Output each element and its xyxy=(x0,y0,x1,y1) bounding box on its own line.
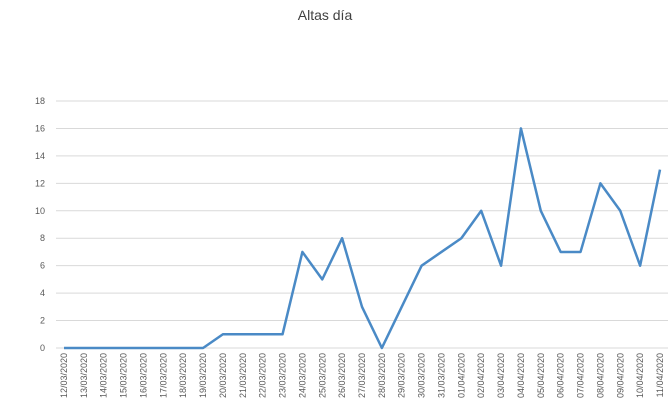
x-tick-label: 24/03/2020 xyxy=(297,353,307,398)
x-tick-label: 01/04/2020 xyxy=(456,353,466,398)
y-tick-label: 2 xyxy=(40,316,45,326)
x-tick-label: 28/03/2020 xyxy=(377,353,387,398)
x-tick-label: 12/03/2020 xyxy=(59,353,69,398)
x-tick-label: 25/03/2020 xyxy=(317,353,327,398)
x-tick-label: 11/04/2020 xyxy=(655,353,665,397)
x-tick-label: 13/03/2020 xyxy=(79,353,89,398)
x-tick-label: 30/03/2020 xyxy=(417,353,427,398)
x-tick-label: 31/03/2020 xyxy=(436,353,446,398)
y-tick-label: 18 xyxy=(35,96,45,106)
y-tick-label: 4 xyxy=(40,288,45,298)
y-tick-label: 8 xyxy=(40,233,45,243)
y-tick-label: 0 xyxy=(40,343,45,353)
y-tick-label: 14 xyxy=(35,151,45,161)
x-tick-label: 07/04/2020 xyxy=(576,353,586,398)
x-tick-label: 09/04/2020 xyxy=(615,353,625,398)
x-tick-label: 17/03/2020 xyxy=(158,353,168,398)
y-tick-label: 12 xyxy=(35,178,45,188)
x-tick-label: 21/03/2020 xyxy=(238,353,248,398)
x-tick-label: 05/04/2020 xyxy=(536,353,546,398)
x-tick-label: 18/03/2020 xyxy=(178,353,188,398)
x-tick-label: 16/03/2020 xyxy=(138,353,148,398)
x-tick-label: 26/03/2020 xyxy=(337,353,347,398)
x-tick-label: 20/03/2020 xyxy=(218,353,228,398)
y-tick-label: 10 xyxy=(35,206,45,216)
x-tick-label: 14/03/2020 xyxy=(99,353,109,398)
x-tick-label: 19/03/2020 xyxy=(198,353,208,398)
x-tick-label: 02/04/2020 xyxy=(476,353,486,398)
y-tick-label: 6 xyxy=(40,261,45,271)
data-line xyxy=(64,127,662,350)
y-tick-label: 16 xyxy=(35,123,45,133)
x-tick-label: 03/04/2020 xyxy=(496,353,506,398)
x-tick-label: 08/04/2020 xyxy=(595,353,605,398)
x-tick-label: 27/03/2020 xyxy=(357,353,367,398)
x-tick-label: 23/03/2020 xyxy=(278,353,288,398)
chart-title: Altas día xyxy=(298,7,353,23)
x-tick-label: 06/04/2020 xyxy=(556,353,566,398)
x-tick-label: 15/03/2020 xyxy=(119,353,129,398)
x-tick-label: 04/04/2020 xyxy=(516,353,526,398)
x-tick-label: 29/03/2020 xyxy=(397,353,407,398)
x-tick-label: 22/03/2020 xyxy=(258,353,268,398)
x-tick-label: 10/04/2020 xyxy=(635,353,645,398)
